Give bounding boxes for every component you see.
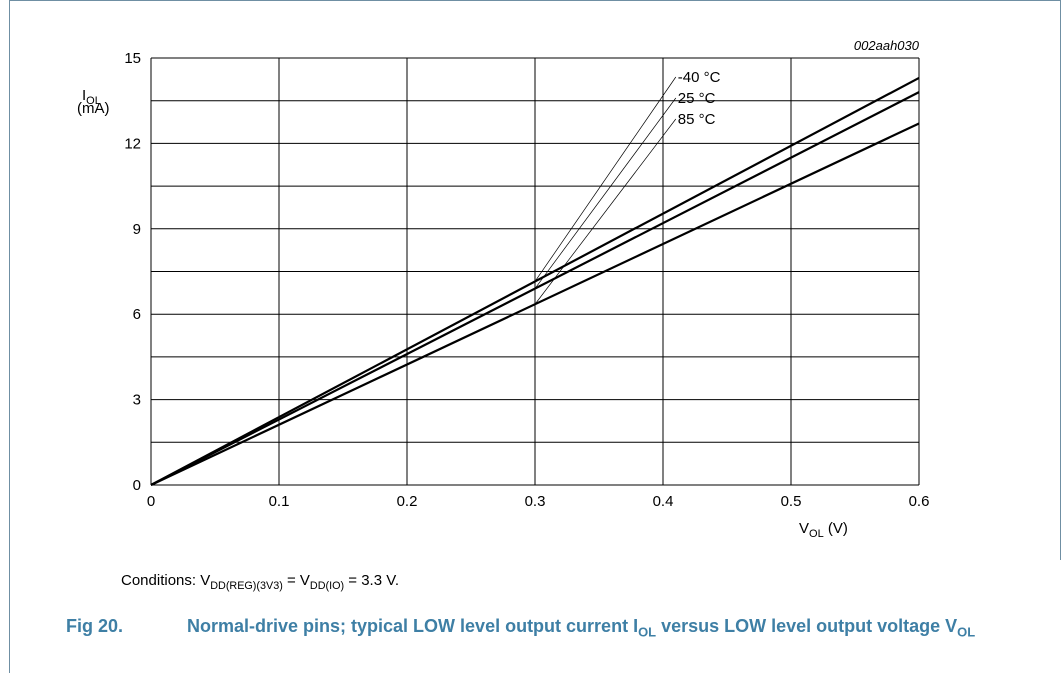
y-axis-label: IOL: [82, 87, 101, 107]
frame-top-border: [9, 0, 1061, 1]
x-tick-label: 0.4: [653, 493, 674, 510]
legend-label: -40 °C: [678, 69, 721, 86]
figure-number: Fig 20.: [66, 616, 124, 636]
y-axis-unit: (mA): [77, 100, 110, 117]
y-tick-label: 12: [124, 135, 141, 152]
y-tick-label: 9: [133, 221, 141, 238]
frame-left-border: [9, 0, 10, 673]
chart-grid: [150, 57, 920, 486]
legend-label: 85 °C: [678, 111, 716, 128]
x-tick-label: 0.5: [781, 493, 802, 510]
legend-leader-lines: [534, 76, 677, 305]
figure-code: 002aah030: [854, 38, 920, 53]
y-tick-label: 3: [133, 392, 141, 409]
x-tick-label: 0.3: [525, 493, 546, 510]
series-legend: -40 °C 25 °C 85 °C: [678, 69, 721, 128]
legend-leader-line: [534, 118, 677, 305]
legend-leader-line: [534, 97, 677, 289]
chart-series: [150, 76, 920, 486]
x-tick-label: 0.2: [397, 493, 418, 510]
series-line: [150, 91, 920, 486]
x-tick-label: 0: [147, 493, 155, 510]
series-line: [150, 122, 920, 486]
y-tick-label: 6: [133, 306, 141, 323]
series-line: [150, 76, 920, 486]
x-tick-label: 0.1: [269, 493, 290, 510]
legend-leader-line: [534, 76, 677, 282]
y-tick-label: 15: [124, 50, 141, 67]
y-tick-labels: 0 3 6 9 12 15: [124, 50, 141, 494]
x-tick-labels: 0 0.1 0.2 0.3 0.4 0.5 0.6: [147, 493, 930, 510]
x-tick-label: 0.6: [909, 493, 930, 510]
iol-vs-vol-chart: 0 0.1 0.2 0.3 0.4 0.5 0.6 0 3 6 9 12 15 -40 °C 25 °C…: [77, 38, 930, 540]
x-axis-label: VOL (V): [799, 520, 848, 540]
conditions-note: Conditions: VDD(REG)(3V3) = VDD(IO) = 3.…: [121, 572, 400, 592]
y-tick-label: 0: [133, 477, 141, 494]
legend-label: 25 °C: [678, 90, 716, 107]
figure-title: Normal-drive pins; typical LOW level out…: [187, 616, 976, 640]
